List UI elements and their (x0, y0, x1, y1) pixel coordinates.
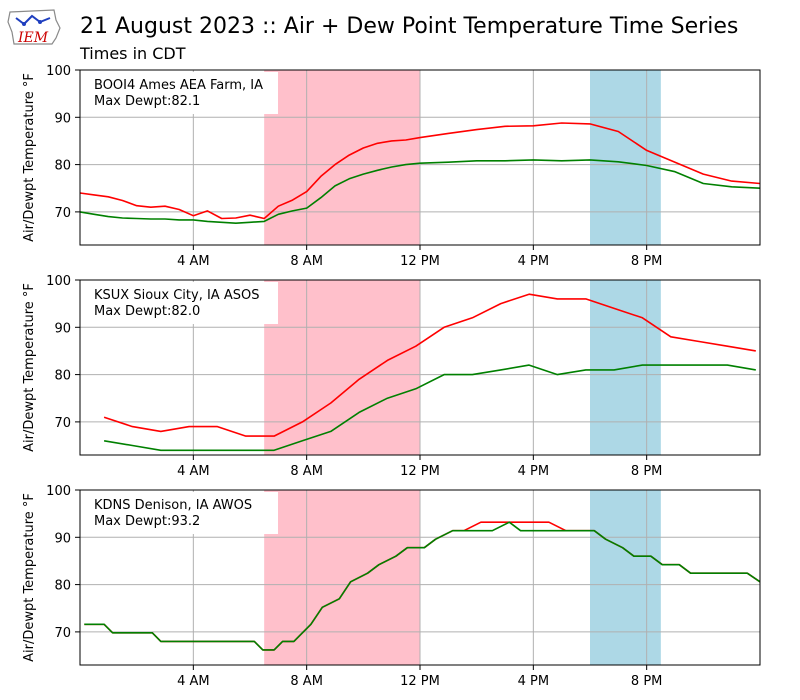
max-dewpt-label: Max Dewpt:93.2 (94, 514, 200, 529)
x-tick-label: 8 PM (631, 674, 662, 689)
x-tick-label: 4 AM (177, 254, 210, 269)
y-tick-label: 70 (54, 416, 71, 431)
y-tick-label: 80 (54, 159, 71, 174)
annotation-box (86, 282, 278, 324)
y-tick-label: 90 (54, 321, 71, 336)
logo-text: IEM (17, 30, 49, 46)
y-tick-label: 70 (54, 206, 71, 221)
station-label: KSUX Sioux City, IA ASOS (94, 288, 259, 303)
dewpoint-line (103, 364, 756, 452)
x-tick-label: 12 PM (400, 254, 440, 269)
y-tick-label: 90 (54, 531, 71, 546)
shade-band-morning (264, 280, 420, 455)
annotation-box (86, 72, 278, 114)
y-tick-label: 90 (54, 111, 71, 126)
air-temperature-line (79, 122, 761, 220)
y-axis-label: Air/Dewpt Temperature °F (22, 493, 37, 662)
shade-band-evening (590, 70, 661, 245)
x-tick-label: 8 PM (631, 254, 662, 269)
iem-logo: IEM (7, 9, 61, 46)
annotation-box (86, 492, 278, 534)
chart-subtitle: Times in CDT (80, 44, 186, 63)
x-tick-label: 4 PM (518, 464, 549, 479)
y-tick-label: 100 (46, 484, 71, 499)
y-tick-label: 100 (46, 64, 71, 79)
y-axis-label: Air/Dewpt Temperature °F (22, 73, 37, 242)
station-label: KDNS Denison, IA AWOS (94, 498, 252, 513)
x-tick-label: 12 PM (400, 464, 440, 479)
x-tick-label: 8 AM (290, 254, 323, 269)
x-tick-label: 4 PM (518, 254, 549, 269)
y-tick-label: 80 (54, 579, 71, 594)
y-axis-label: Air/Dewpt Temperature °F (22, 283, 37, 452)
max-dewpt-label: Max Dewpt:82.0 (94, 304, 200, 319)
chart-title: 21 August 2023 :: Air + Dew Point Temper… (80, 14, 739, 39)
x-tick-label: 4 AM (177, 464, 210, 479)
x-tick-label: 12 PM (400, 674, 440, 689)
x-tick-label: 8 AM (290, 674, 323, 689)
y-tick-label: 70 (54, 626, 71, 641)
y-tick-label: 80 (54, 369, 71, 384)
shade-band-morning (264, 70, 420, 245)
air-temperature-line (103, 293, 756, 437)
dewpoint-line (84, 521, 761, 651)
dewpoint-line (79, 159, 761, 224)
y-tick-label: 100 (46, 274, 71, 289)
station-label: BOOI4 Ames AEA Farm, IA (94, 78, 263, 93)
shade-band-morning (264, 490, 420, 665)
max-dewpt-label: Max Dewpt:82.1 (94, 94, 200, 109)
x-tick-label: 8 AM (290, 464, 323, 479)
x-tick-label: 4 PM (518, 674, 549, 689)
x-tick-label: 4 AM (177, 674, 210, 689)
shade-band-evening (590, 490, 661, 665)
x-tick-label: 8 PM (631, 464, 662, 479)
